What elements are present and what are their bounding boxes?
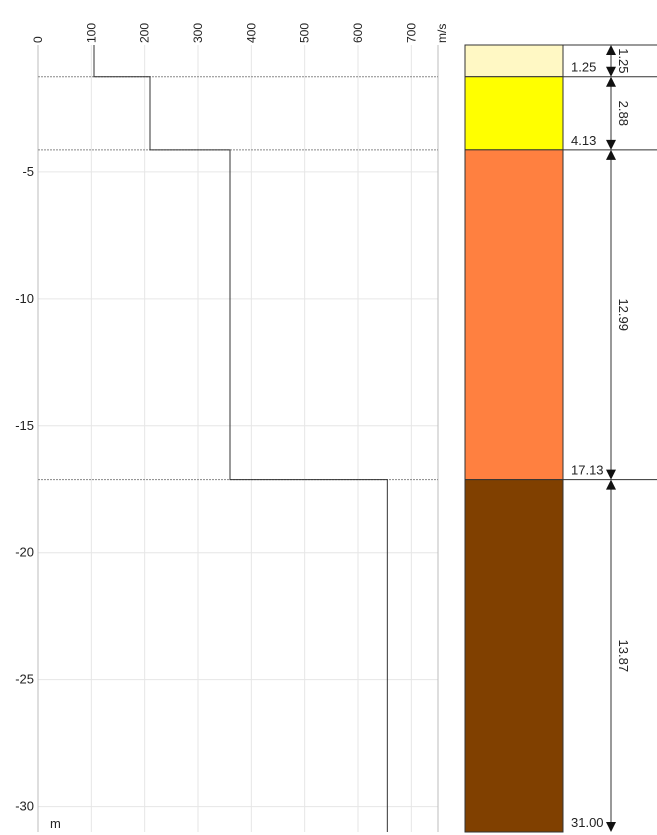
x-tick-label: 100	[84, 23, 98, 43]
soil-layer-rect	[464, 149, 564, 481]
layer-depth-label: 1.25	[571, 60, 596, 75]
y-tick-label: -20	[15, 545, 34, 560]
layer-thickness-label: 12.99	[616, 298, 631, 331]
layer-thickness-label: 1.25	[616, 48, 631, 73]
x-axis-label: m/s	[435, 24, 449, 43]
dimension-arrow-down-icon	[606, 822, 616, 832]
soil-layer-rect	[464, 479, 564, 833]
x-tick-label: 400	[244, 23, 258, 43]
layer-depth-label: 17.13	[571, 463, 604, 478]
y-tick-label: -25	[15, 672, 34, 687]
dimension-arrow-down-icon	[606, 66, 616, 77]
y-tick-label: -5	[22, 164, 34, 179]
y-tick-label: -10	[15, 291, 34, 306]
y-axis-label: m	[50, 816, 61, 831]
x-tick-label: 500	[298, 23, 312, 43]
x-tick-label: 700	[404, 23, 418, 43]
dimension-arrow-up-icon	[606, 479, 616, 490]
dimension-arrow-down-icon	[606, 139, 616, 150]
x-tick-label: 600	[351, 23, 365, 43]
layer-depth-label: 31.00	[571, 815, 604, 830]
soil-layer-rect	[464, 76, 564, 151]
dimension-arrow-up-icon	[606, 149, 616, 160]
soil-layer-rect	[464, 44, 564, 78]
dimension-arrow-down-icon	[606, 469, 616, 480]
layer-depth-label: 4.13	[571, 133, 596, 148]
y-tick-label: -15	[15, 418, 34, 433]
layer-thickness-label: 2.88	[616, 101, 631, 126]
layer-thickness-label: 13.87	[616, 640, 631, 673]
x-tick-label: 200	[138, 23, 152, 43]
dimension-arrow-up-icon	[606, 76, 616, 87]
y-tick-label: -30	[15, 799, 34, 814]
velocity-step-line	[93, 45, 388, 832]
dimension-arrow-up-icon	[606, 45, 616, 55]
x-tick-label: 0	[31, 36, 45, 43]
x-tick-label: 300	[191, 23, 205, 43]
